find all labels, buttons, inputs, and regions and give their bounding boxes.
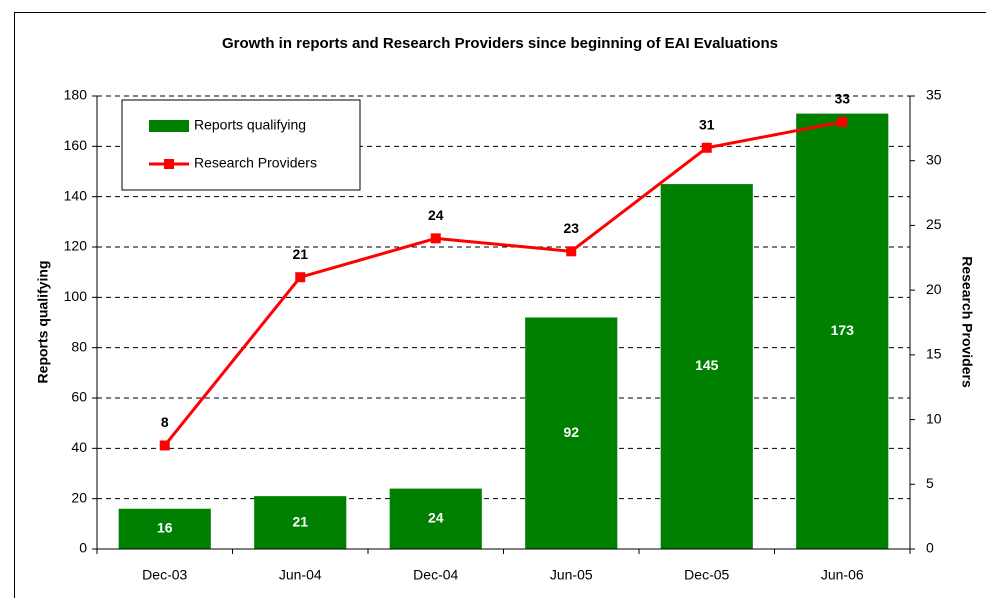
bar-value-label: 21: [292, 513, 308, 529]
y2-tick-label: 30: [926, 151, 942, 167]
y2-tick-label: 20: [926, 281, 942, 297]
bar: [660, 184, 753, 550]
y2-tick-label: 0: [926, 540, 934, 556]
bar: [525, 317, 618, 549]
x-tick-label: Jun-05: [550, 567, 593, 583]
x-tick-label: Dec-05: [684, 567, 729, 583]
bar-value-label: 92: [563, 424, 579, 440]
y-tick-label: 100: [64, 288, 88, 304]
legend-marker: [164, 159, 174, 169]
y2-tick-label: 25: [926, 216, 942, 232]
x-tick-label: Dec-04: [413, 567, 458, 583]
line-marker: [159, 440, 170, 451]
bar: [389, 488, 482, 549]
y-tick-label: 180: [64, 87, 88, 103]
y2-tick-label: 35: [926, 87, 942, 103]
x-tick-label: Jun-06: [821, 567, 864, 583]
y2-tick-label: 5: [926, 475, 934, 491]
line-value-label: 24: [428, 207, 444, 223]
line-marker: [430, 233, 441, 244]
bar-value-label: 16: [157, 520, 173, 536]
line-marker: [837, 116, 848, 127]
chart-title: Growth in reports and Research Providers…: [222, 35, 778, 52]
line: [163, 120, 843, 447]
legend-label: Research Providers: [194, 155, 317, 171]
y-axis-label: Reports qualifying: [35, 261, 51, 384]
bar-value-label: 173: [831, 322, 855, 338]
y2-tick-label: 10: [926, 410, 942, 426]
x-tick-label: Jun-04: [279, 567, 322, 583]
line-marker: [566, 246, 577, 257]
y-tick-label: 140: [64, 187, 88, 203]
bar-value-label: 145: [695, 357, 719, 373]
x-tick-label: Dec-03: [142, 567, 187, 583]
bar: [796, 113, 889, 549]
legend-label: Reports qualifying: [194, 117, 306, 133]
bar: [254, 496, 347, 549]
y-tick-label: 20: [71, 489, 87, 505]
y2-tick-label: 15: [926, 346, 942, 362]
line-value-label: 23: [563, 220, 579, 236]
y-tick-label: 60: [71, 389, 87, 405]
line-value-label: 33: [834, 91, 850, 107]
y-tick-label: 80: [71, 338, 87, 354]
bar-value-label: 24: [428, 510, 444, 526]
line-value-label: 31: [699, 116, 715, 132]
y-tick-label: 160: [64, 137, 88, 153]
line-marker: [701, 142, 712, 153]
legend-box: [121, 99, 361, 191]
y-tick-label: 120: [64, 238, 88, 254]
bar: [118, 508, 211, 549]
line-marker: [295, 272, 306, 283]
line-value-label: 8: [161, 414, 169, 430]
y-tick-label: 40: [71, 439, 87, 455]
legend-swatch: [149, 120, 189, 132]
y2-axis-label: Research Providers: [959, 256, 975, 388]
line-value-label: 21: [292, 246, 308, 262]
y-tick-label: 0: [79, 540, 87, 556]
